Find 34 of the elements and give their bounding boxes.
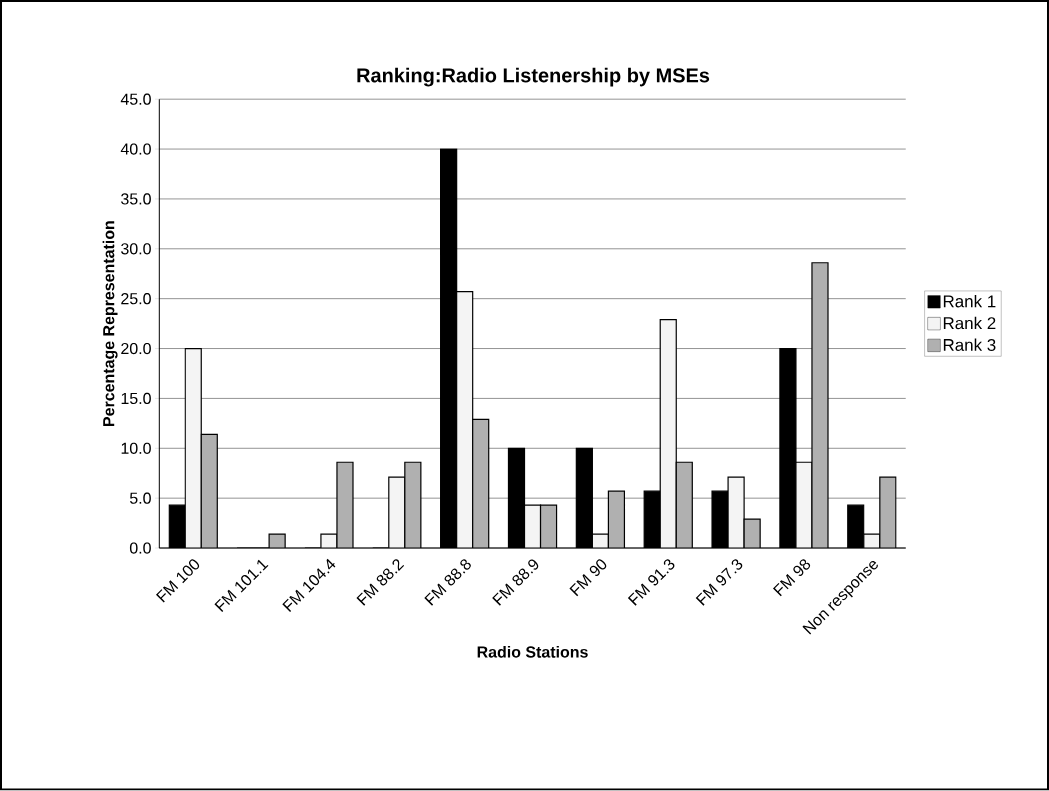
bar — [185, 348, 202, 549]
x-tick-label: FM 97.3 — [695, 559, 743, 606]
bar — [676, 462, 693, 549]
x-tick-label: FM 88.8 — [424, 559, 471, 606]
bar — [608, 491, 625, 549]
bar — [456, 291, 473, 549]
legend-label: Rank 3 — [943, 338, 996, 352]
bar — [660, 319, 677, 549]
y-tick-label: 40.0 — [120, 143, 151, 155]
x-tick-label: FM 91.3 — [627, 559, 675, 606]
x-axis-title: Radio Stations — [477, 646, 588, 658]
y-tick-label: 25.0 — [121, 293, 151, 305]
y-tick-label: 0.0 — [129, 542, 151, 554]
x-tick-label: FM 98 — [773, 559, 811, 597]
bar — [879, 476, 897, 549]
x-tick-label: FM 90 — [569, 559, 607, 597]
bar — [388, 477, 405, 549]
x-tick-label: FM 88.9 — [492, 559, 539, 606]
y-tick-label: 15.0 — [121, 393, 151, 405]
legend-label: Rank 2 — [943, 316, 996, 330]
y-axis-title: Percentage Representation — [102, 221, 118, 427]
x-tick-label: FM 88.2 — [356, 559, 405, 606]
y-tick-label: 35.0 — [121, 193, 151, 205]
y-tick-label: 30.0 — [121, 243, 151, 255]
legend-label: Rank 1 — [943, 295, 996, 308]
bar — [201, 434, 218, 549]
y-tick-label: 5.0 — [129, 492, 151, 505]
bar — [472, 419, 489, 549]
bar — [404, 462, 421, 549]
y-tick-label: 20.0 — [121, 343, 151, 355]
y-tick-label: 45.0 — [120, 93, 151, 106]
x-tick-label: FM 100 — [156, 559, 200, 603]
chart-title: Ranking:Radio Listenership by MSEs — [357, 68, 710, 87]
y-tick-label: 10.0 — [121, 442, 151, 455]
